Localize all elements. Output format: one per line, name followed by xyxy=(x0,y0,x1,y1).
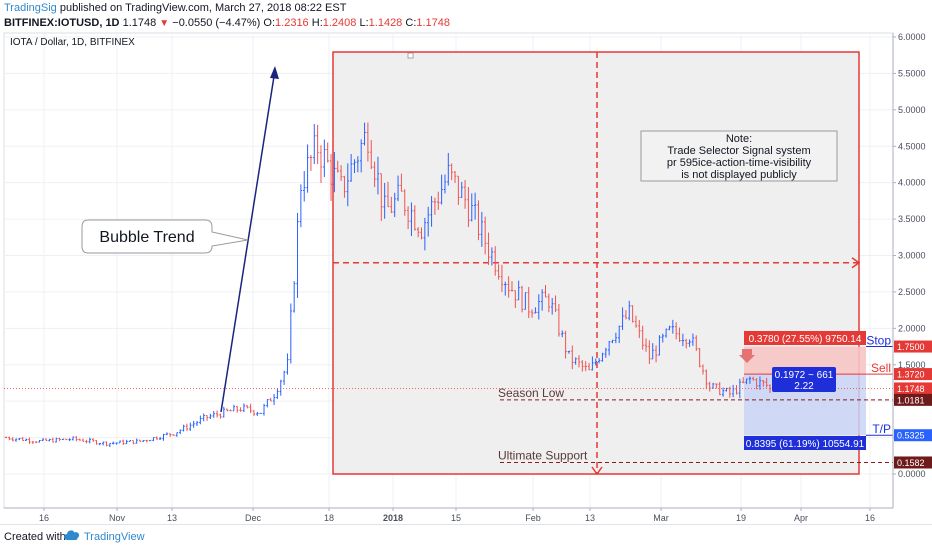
tradingview-cloud-icon xyxy=(64,530,80,540)
low-value: 1.1428 xyxy=(368,17,403,29)
x-tick-label: 18 xyxy=(324,513,334,523)
y-tick-label: 6.0000 xyxy=(898,32,926,42)
close-value: 1.1748 xyxy=(416,17,451,29)
x-tick-label: 16 xyxy=(39,513,49,523)
tradingview-brand-link[interactable]: TradingView xyxy=(84,531,145,543)
x-tick-label: 13 xyxy=(167,513,177,523)
last-price: 1.1748 xyxy=(122,17,157,29)
x-tick-label: Nov xyxy=(109,513,126,523)
ratio-bottom-label: 2.22 xyxy=(794,381,814,392)
open-label: O: xyxy=(263,17,276,29)
sell-label: Sell xyxy=(871,361,891,375)
footer: Created with TradingView xyxy=(0,524,932,550)
x-tick-label: Feb xyxy=(525,513,541,523)
ultimate-support-label: Ultimate Support xyxy=(498,448,588,462)
chart-header: TradingSig published on TradingView.com,… xyxy=(0,0,932,32)
price-tag-bg xyxy=(894,340,932,353)
price-tag-label: 1.3720 xyxy=(897,370,925,380)
x-tick-label: 13 xyxy=(585,513,595,523)
season-low-label: Season Low xyxy=(498,386,564,400)
ratio-label-box xyxy=(772,367,836,392)
price-tag-bg xyxy=(894,368,932,381)
overlays: Bubble Trend Note:Trade Selector Signal s… xyxy=(4,66,893,463)
sell-signal-arrow-icon xyxy=(739,349,755,363)
down-arrow-icon xyxy=(591,466,603,476)
x-tick-label: Mar xyxy=(653,513,669,523)
right-arrow-icon xyxy=(851,257,861,269)
y-tick-label: 3.0000 xyxy=(898,251,926,261)
bubble-trend-label: Bubble Trend xyxy=(99,229,194,246)
trade-box xyxy=(332,51,866,476)
price-tag-label: 1.0181 xyxy=(897,395,925,405)
price-tag-bg xyxy=(894,456,932,469)
trend-arrow-icon xyxy=(270,66,279,79)
note-line-0: Note: xyxy=(726,133,752,145)
note-line-1: Trade Selector Signal system xyxy=(667,145,810,157)
y-tick-label: 0.0000 xyxy=(898,469,926,479)
y-tick-label: 5.0000 xyxy=(898,105,926,115)
symbol-label: BITFINEX:IOTUSD, 1D xyxy=(4,17,120,29)
y-tick-label: 1.5000 xyxy=(898,360,926,370)
tp-label: T/P xyxy=(872,422,891,436)
handle-icon xyxy=(407,52,414,59)
price-change: −0.0550 (−4.47%) xyxy=(172,17,261,29)
low-label: L: xyxy=(359,17,369,29)
price-tag-bg xyxy=(894,382,932,395)
reward-label-box xyxy=(744,436,866,450)
risk-label-box xyxy=(744,331,866,345)
x-tick-label: Apr xyxy=(794,513,808,523)
x-tick-label: Dec xyxy=(245,513,262,523)
note-box xyxy=(640,130,838,182)
candles xyxy=(4,122,772,448)
x-tick-label: 16 xyxy=(865,513,875,523)
stop-label: Stop xyxy=(866,334,891,348)
y-tick-label: 3.5000 xyxy=(898,214,926,224)
high-label: H: xyxy=(311,17,323,29)
x-tick-label: 19 xyxy=(736,513,746,523)
note-line-2: pr 595ice-action-time-visibility xyxy=(667,157,812,169)
note-line-3: is not displayed publicly xyxy=(681,169,797,181)
published-text: published on TradingView.com, March 27, … xyxy=(59,2,347,14)
price-tag-label: 1.1748 xyxy=(897,384,925,394)
bubble-trend-line xyxy=(220,69,276,413)
y-tick-label: 2.5000 xyxy=(898,287,926,297)
reward-label: 0.8395 (61.19%) 10554.91 xyxy=(746,439,865,450)
price-tag-bg xyxy=(894,393,932,406)
y-tick-label: 5.5000 xyxy=(898,68,926,78)
chart-pane[interactable]: Bubble Trend Note: Trade Selector Signal s… xyxy=(0,32,932,524)
open-value: 1.2316 xyxy=(275,17,309,29)
price-tag-label: 0.5325 xyxy=(897,431,925,441)
price-chart[interactable]: Bubble Trend Note:Trade Selector Signal s… xyxy=(0,32,932,524)
ratio-top-label: 0.1972 ~ 661 xyxy=(775,370,834,381)
price-tag-label: 1.7500 xyxy=(897,342,925,352)
pane-title: IOTA / Dollar, 1D, BITFINEX xyxy=(10,37,135,48)
x-tick-label: 2018 xyxy=(383,513,403,523)
price-tag-bg xyxy=(894,429,932,442)
author-link[interactable]: TradingSig xyxy=(4,2,57,14)
y-tick-label: 4.5000 xyxy=(898,141,926,151)
y-tick-label: 4.0000 xyxy=(898,178,926,188)
price-tag-label: 0.1582 xyxy=(897,458,925,468)
axes: 6.0000 5.5000 5.0000 4.5000 4.0000 3.5000 3.00… xyxy=(4,32,932,523)
x-tick-label: 15 xyxy=(451,513,461,523)
created-with-label: Created with xyxy=(4,531,66,543)
risk-label: 0.3780 (27.55%) 9750.14 xyxy=(749,334,862,345)
high-value: 1.2408 xyxy=(322,17,357,29)
publish-info: TradingSig published on TradingView.com,… xyxy=(4,2,346,15)
down-arrow-icon: ▼ xyxy=(159,18,170,29)
bubble-callout xyxy=(81,219,249,254)
symbol-ohlc-line: BITFINEX:IOTUSD, 1D 1.1748 ▼ −0.0550 (−4… xyxy=(4,17,450,30)
close-label: C: xyxy=(405,17,417,29)
y-tick-label: 2.0000 xyxy=(898,323,926,333)
